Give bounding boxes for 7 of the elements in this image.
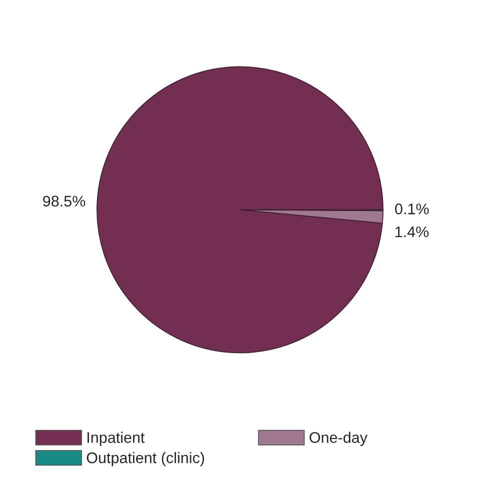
data-label: 0.1% xyxy=(395,204,429,214)
legend-label: One-day xyxy=(310,432,368,446)
pie-slice xyxy=(96,66,384,354)
legend-label: Inpatient xyxy=(88,432,145,446)
legend-label: Outpatient (clinic) xyxy=(86,452,204,466)
data-label: 98.5% xyxy=(43,196,86,207)
data-label: 1.4% xyxy=(395,226,429,238)
